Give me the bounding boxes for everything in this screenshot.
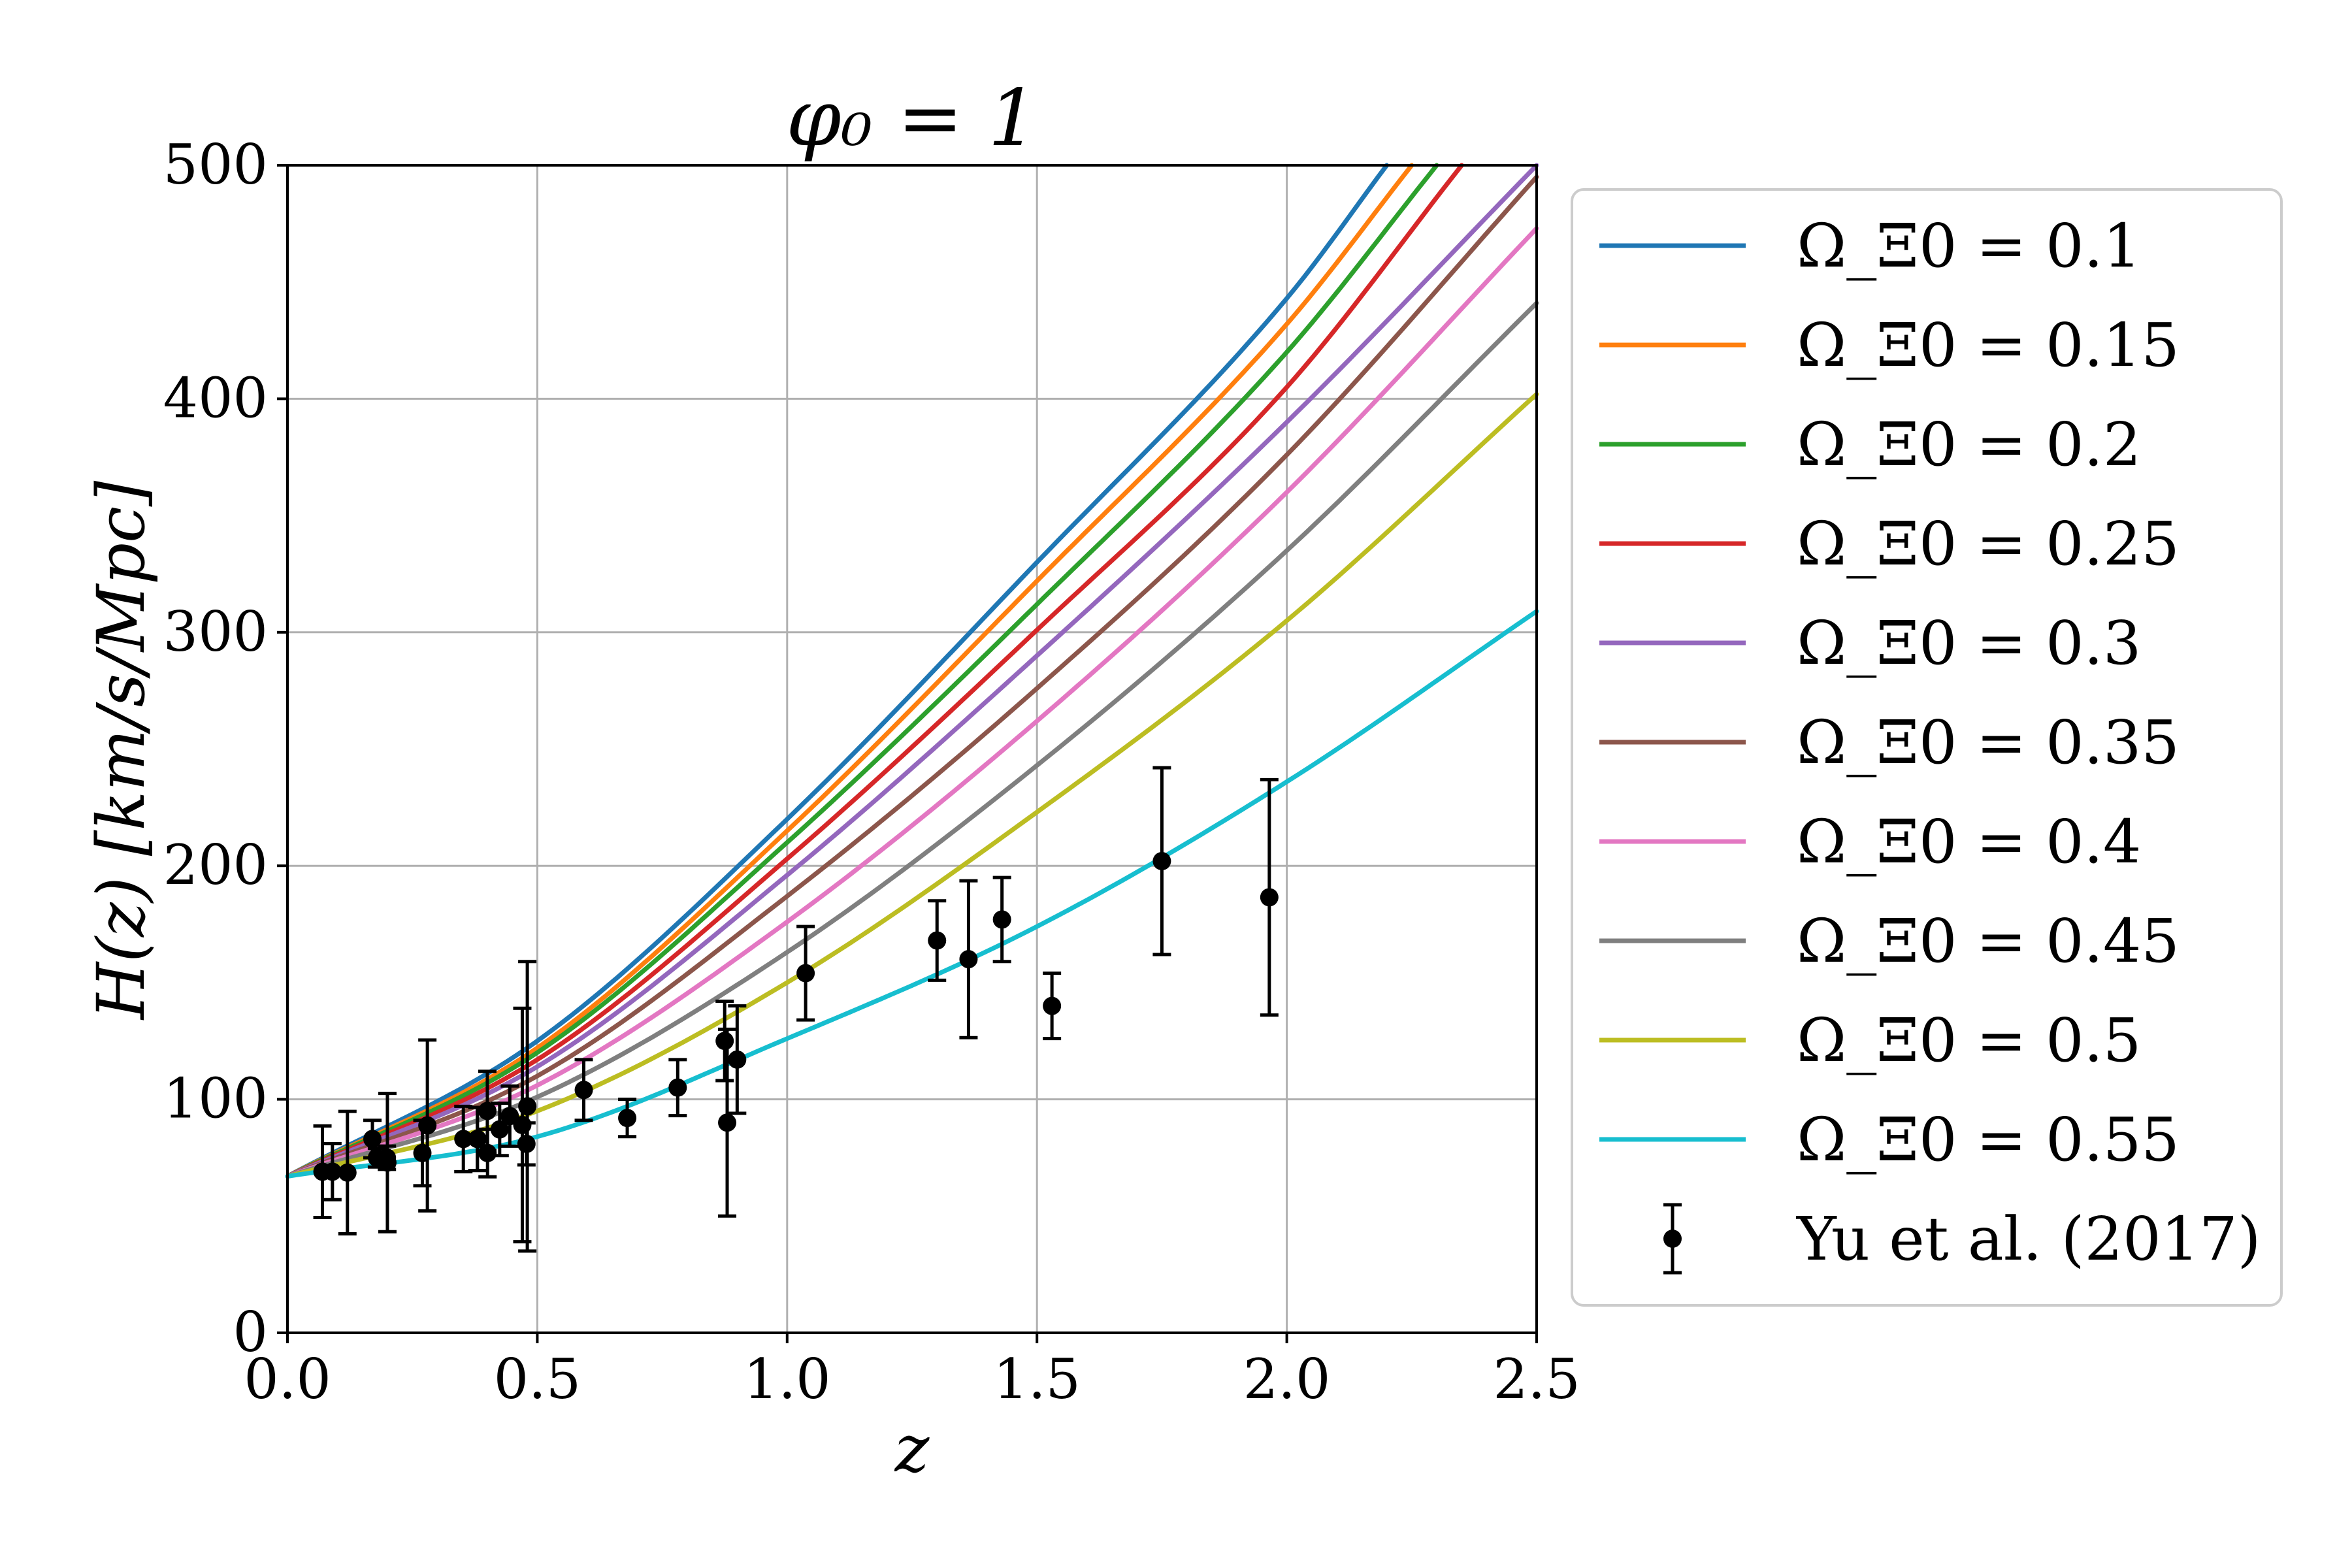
legend-label: Ω_Ξ0 = 0.25 [1797,509,2180,579]
data-marker [1152,852,1171,871]
series-line-3 [285,163,1439,1179]
series-line-5 [285,163,1539,1179]
legend-label: Ω_Ξ0 = 0.45 [1797,906,2180,976]
legend-label: Ω_Ξ0 = 0.55 [1797,1105,2180,1175]
legend-label: Ω_Ξ0 = 0.3 [1797,608,2141,678]
legend-entry: Ω_Ξ0 = 0.3 [1599,608,2141,678]
data-marker [715,1032,734,1051]
legend-label: Ω_Ξ0 = 0.2 [1797,410,2141,480]
data-marker [718,1113,737,1132]
data-marker [363,1130,382,1149]
observation-point [796,924,815,1022]
legend-entry: Ω_Ξ0 = 0.35 [1599,708,2180,777]
y-tick-label: 0 [233,1300,268,1364]
data-marker [796,964,815,983]
data-marker [468,1130,487,1149]
chart-title: φ₀ = 1 [786,73,1037,164]
legend-entry: Ω_Ξ0 = 0.2 [1599,410,2141,480]
observation-point [728,1004,747,1115]
legend-entry: Ω_Ξ0 = 0.45 [1599,906,2180,976]
observation-point [992,875,1011,964]
legend: Ω_Ξ0 = 0.1 Ω_Ξ0 = 0.15 Ω_Ξ0 = 0.2 Ω_Ξ0 = 0.… [1571,188,2283,1307]
legend-label: Ω_Ξ0 = 0.15 [1797,310,2180,380]
observation-point [378,1092,397,1233]
data-marker [618,1109,637,1128]
data-marker [518,1097,537,1116]
data-marker [338,1163,357,1182]
data-marker [323,1162,342,1181]
data-marker [959,950,978,969]
observation-point [338,1109,357,1235]
observation-point [1152,766,1171,956]
data-marker [478,1102,497,1120]
observation-point [618,1098,637,1139]
legend-entry: Ω_Ξ0 = 0.4 [1599,807,2141,877]
data-marker [728,1050,747,1069]
data-marker [668,1078,687,1097]
y-tick-label: 500 [163,133,268,197]
y-tick-label: 200 [163,833,268,897]
observation-point [718,1027,737,1218]
legend-entry: Ω_Ξ0 = 0.25 [1599,509,2180,579]
series-line-2 [285,163,1414,1179]
data-marker [992,910,1011,929]
series-line-10 [285,609,1539,1179]
observation-point [490,1102,509,1158]
y-tick-label: 400 [163,366,268,430]
observation-point [1260,777,1279,1017]
legend-entry: Ω_Ξ0 = 0.5 [1599,1005,2141,1075]
data-marker [574,1081,593,1100]
observation-point [959,879,978,1039]
observation-point [418,1038,437,1213]
data-marker [418,1116,437,1135]
series-line-6 [285,174,1539,1179]
data-marker [378,1153,397,1172]
legend-label: Ω_Ξ0 = 0.35 [1797,708,2180,777]
legend-entry: Ω_Ξ0 = 0.15 [1599,310,2180,380]
x-tick-label: 0.5 [494,1347,581,1411]
data-marker [1260,888,1279,907]
x-tick-label: 0.0 [244,1347,331,1411]
legend-entry-observations: Yu et al. (2017) [1663,1203,2261,1275]
legend-label: Ω_Ξ0 = 0.5 [1797,1005,2141,1075]
legend-label: Ω_Ξ0 = 0.4 [1797,807,2141,877]
x-axis-ticks: 0.0 0.5 1.0 1.5 2.0 2.5 [244,1333,1580,1411]
y-tick-label: 100 [163,1067,268,1131]
legend-marker [1663,1230,1682,1248]
legend-entry: Ω_Ξ0 = 0.55 [1599,1105,2180,1175]
observation-points [313,766,1279,1253]
legend-entries: Ω_Ξ0 = 0.1 Ω_Ξ0 = 0.15 Ω_Ξ0 = 0.2 Ω_Ξ0 = 0.… [1599,211,2261,1275]
observation-point [518,960,537,1253]
series-line-4 [285,163,1464,1179]
observation-point [1043,972,1062,1041]
observation-point [574,1058,593,1122]
legend-label: Yu et al. (2017) [1795,1204,2261,1274]
data-marker [454,1130,473,1149]
x-tick-label: 2.5 [1493,1347,1580,1411]
legend-label: Ω_Ξ0 = 0.1 [1797,211,2141,281]
observation-point [928,899,947,982]
x-tick-label: 1.0 [743,1347,831,1411]
legend-box [1571,188,2283,1307]
x-tick-label: 2.0 [1243,1347,1331,1411]
data-marker [478,1143,497,1162]
series-line-1 [285,163,1390,1179]
data-marker [928,931,947,950]
data-marker [1043,996,1062,1015]
observation-point [468,1105,487,1173]
y-axis-ticks: 0 100 200 300 400 500 [163,133,287,1364]
observation-point [715,999,734,1083]
observation-point [500,1084,519,1148]
plot-frame [286,164,1538,1334]
data-marker [490,1120,509,1139]
observation-point [668,1058,687,1118]
observation-point [323,1142,342,1201]
y-axis-label: H(z) [km/s/Mpc] [83,480,159,1021]
legend-entry: Ω_Ξ0 = 0.1 [1599,211,2141,281]
x-axis-label: z [894,1411,930,1487]
y-tick-label: 300 [163,600,268,664]
x-tick-label: 1.5 [993,1347,1081,1411]
